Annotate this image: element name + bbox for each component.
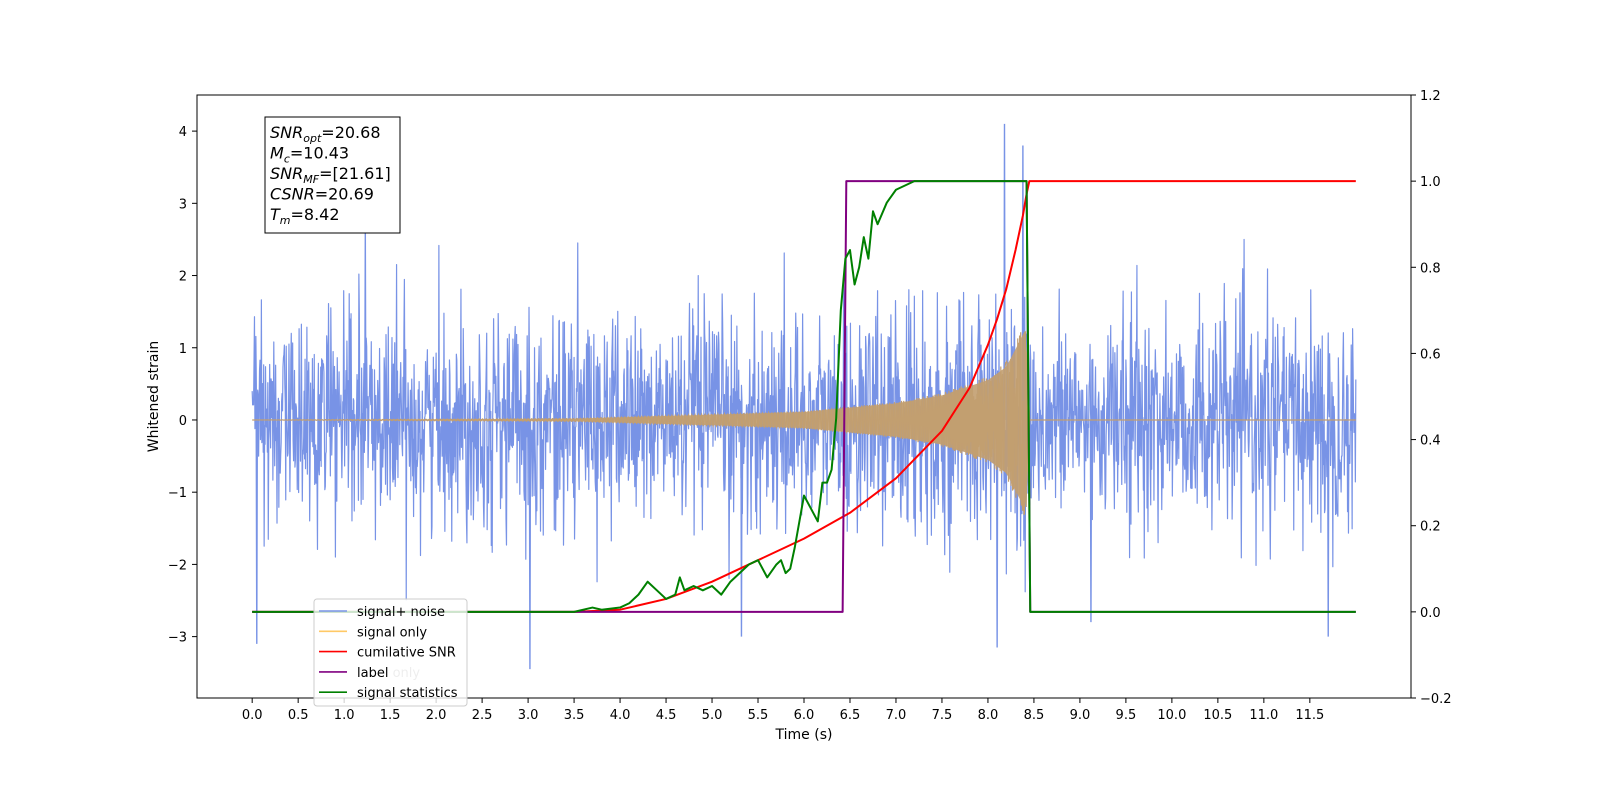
legend-label: signal only [357,625,427,640]
series-signal-only [252,330,1356,516]
y2-tick-label: 0.8 [1420,261,1441,276]
x-tick-label: 3.5 [564,708,585,723]
x-tick-label: 10.0 [1157,708,1186,723]
x-tick-label: 4.5 [656,708,677,723]
x-tick-label: 5.5 [748,708,769,723]
signal-noise-spike [255,419,259,644]
right-axis-series [252,180,1356,613]
x-tick-label: 8.0 [978,708,999,723]
x-tick-label: 11.5 [1295,708,1324,723]
x-tick-label: 1.5 [380,708,401,723]
y-tick-label: 2 [179,270,187,285]
x-tick-label: 0.0 [242,708,263,723]
y-tick-label: −3 [168,631,187,646]
signal-noise-spike [528,419,532,670]
y-axis-label: Whitened strain [146,341,162,452]
x-tick-label: 0.5 [288,708,309,723]
x-tick-label: 10.5 [1203,708,1232,723]
legend-label: cumilative SNR [357,646,456,661]
series-signal-noise [251,123,1357,670]
x-tick-label: 8.5 [1024,708,1045,723]
x-tick-label: 6.5 [840,708,861,723]
legend-label: signal+ noise [357,605,445,620]
signal-noise-spike [1021,145,1025,420]
y2-tick-label: 0.0 [1420,606,1441,621]
legend-frame [313,598,468,707]
stats-line: SNRMF=[21.61] [270,164,391,186]
y-tick-label: 0 [179,414,187,429]
signal-noise-spike [364,232,367,420]
legend-label: label [357,666,388,681]
y-tick-label: 4 [179,125,187,140]
x-tick-label: 9.0 [1070,708,1091,723]
y2-tick-label: 0.4 [1420,434,1441,449]
signal-noise-spike [1089,419,1093,623]
x-tick-label: 7.0 [886,708,907,723]
signal-only-envelope [252,330,1356,510]
x-tick-label: 1.0 [334,708,355,723]
signal-noise-spike [995,419,999,648]
y-tick-label: 1 [179,342,187,357]
x-axis-label: Time (s) [775,727,833,743]
x-tick-label: 3.0 [518,708,539,723]
y2-tick-label: −0.2 [1420,692,1452,707]
x-tick-label: 6.0 [794,708,815,723]
y-tick-label: 3 [179,197,187,212]
y2-tick-label: 1.0 [1420,175,1441,190]
y2-tick-label: 1.2 [1420,89,1441,104]
x-tick-label: 7.5 [932,708,953,723]
stats-line: SNRopt=20.68 [270,123,381,145]
stats-line: Mc=10.43 [270,144,349,166]
series-signal-statistics [252,180,1356,613]
stats-box-frame [264,116,401,234]
y-tick-label: −1 [168,486,187,501]
x-tick-label: 2.0 [426,708,447,723]
y2-tick-label: 0.6 [1420,347,1441,362]
legend-label: signal statistics [357,686,458,701]
x-tick-label: 4.0 [610,708,631,723]
x-tick-label: 2.5 [472,708,493,723]
stats-line: Tm=8.42 [270,205,340,227]
y-tick-label: −2 [168,558,187,573]
x-tick-label: 11.0 [1249,708,1278,723]
y2-tick-label: 0.2 [1420,520,1441,535]
x-tick-label: 5.0 [702,708,723,723]
x-tick-label: 9.5 [1116,708,1137,723]
signal-noise-spike [1326,419,1330,637]
signal-noise-spike [1003,123,1006,420]
signal-noise-spike [740,419,743,637]
stats-line: CSNR=20.69 [270,185,374,204]
axes: 0.0 0.5 1.0 1.5 2.0 2.5 3.0 3.5 4.0 4.5 5.0 5.5 6.0 6… [146,89,1452,743]
stats-box: SNRopt=20.68Mc=10.43SNRMF=[21.61]CSNR=20… [264,116,401,234]
signal-noise-line [251,238,1357,601]
